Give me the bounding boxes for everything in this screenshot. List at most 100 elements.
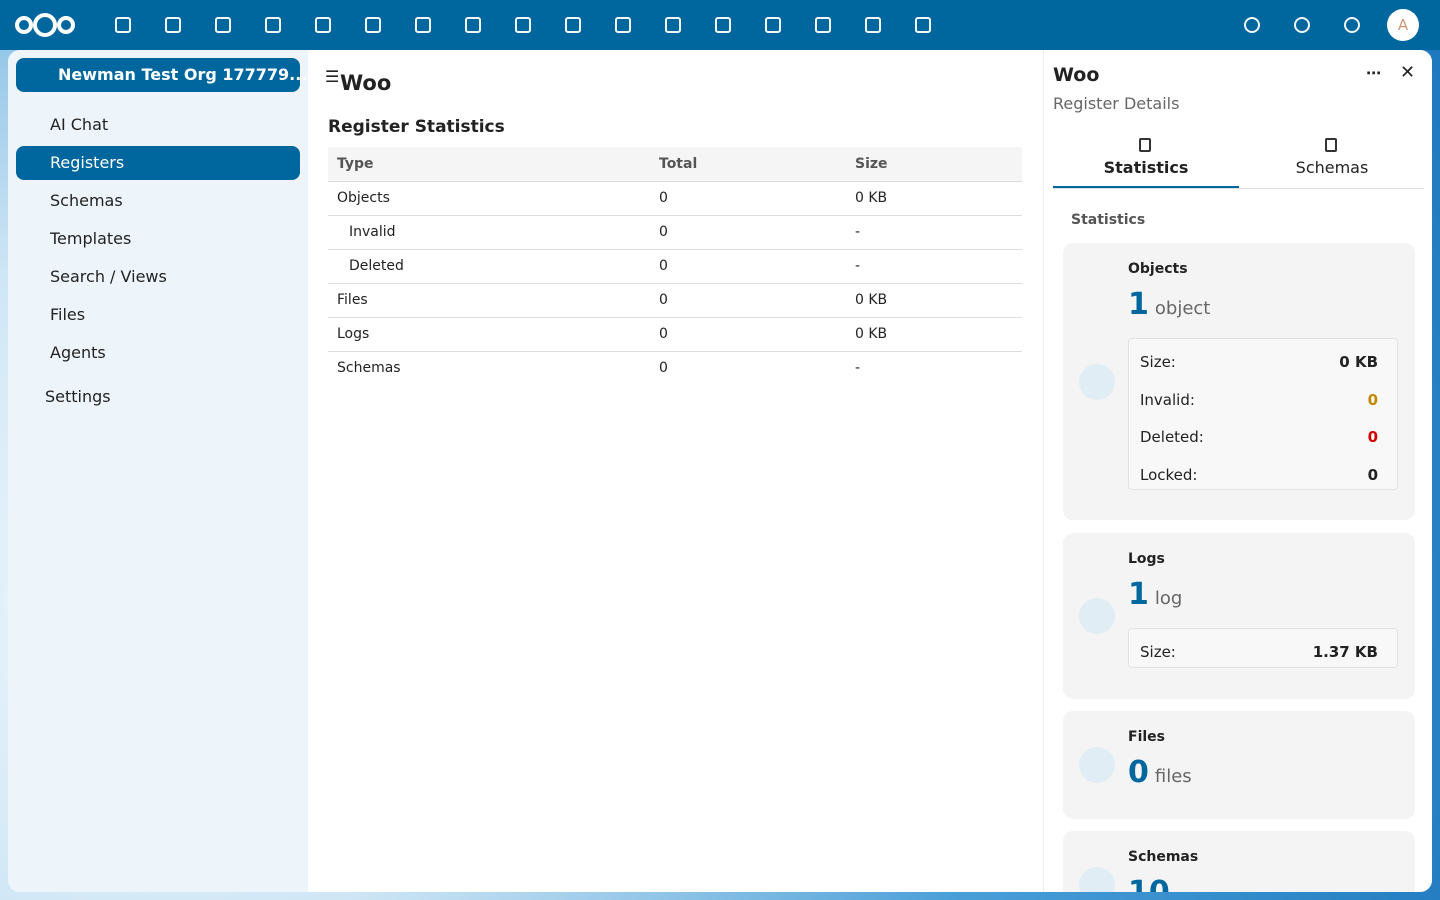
app-icon[interactable] [865,17,881,33]
more[interactable]: ⋯ [1366,64,1381,82]
tab-icon [1139,138,1151,152]
nav-item[interactable]: AI Chat [50,115,109,134]
table-row: Files 0 0 KB [328,282,1022,317]
panel-subtitle: Register Details [1053,94,1180,113]
detail-label: Size: [1140,643,1176,661]
tab[interactable]: Statistics [1103,158,1189,177]
organisation-button[interactable]: Newman Test Org 177779... [16,58,307,92]
column-header: Total [650,147,846,181]
card-count: 1 object [1128,287,1210,322]
app-icon[interactable] [515,17,531,33]
cell: Files [328,282,650,317]
app-icon[interactable] [915,17,931,33]
cell: - [846,214,1022,249]
table-row: Schemas 0- [328,350,1022,385]
count: 10 [1128,875,1170,892]
cell: 0 [650,180,846,215]
detail-row: Locked: 0 [1129,452,1397,490]
nav-item[interactable]: Templates [50,229,132,248]
count: 1 [1128,287,1149,322]
avatar[interactable]: A [1387,9,1419,41]
detail-value: 0 KB [1339,353,1378,371]
app-icon[interactable] [615,17,631,33]
detail-label: Deleted: [1140,428,1204,446]
detail-row: Invalid: 0 [1129,377,1397,415]
app-icon[interactable] [315,17,331,33]
app-icon[interactable] [365,17,381,33]
cell: 0 [650,248,846,283]
detail-row: Deleted: 0 [1129,414,1397,452]
panel-section: Statistics [1071,212,1146,228]
settings[interactable]: Settings [45,387,111,406]
detail-label: Size: [1140,353,1176,371]
app-icon[interactable] [815,17,831,33]
app-icon[interactable] [565,17,581,33]
toggle[interactable]: ☰ [325,67,340,86]
count: 0 [1128,755,1149,790]
header-icon[interactable] [1294,17,1310,33]
nav-item[interactable]: Agents [50,343,106,362]
content: Newman Test Org 177779... AI Chat Registe… [8,50,1432,892]
cell: 0 [650,350,846,385]
header-icon[interactable] [1344,17,1360,33]
section-title: Register Statistics [328,117,505,137]
card-title: Logs [1128,551,1165,567]
sidebar: Newman Test Org 177779... AI Chat Registe… [8,50,308,892]
close[interactable]: ✕ [1400,62,1416,83]
nav-item[interactable]: Registers [16,146,300,180]
logo[interactable] [13,10,77,40]
detail-label: Locked: [1140,465,1198,484]
column-header: Type [328,147,650,181]
app-icon[interactable] [715,17,731,33]
app-icon[interactable] [415,17,431,33]
unit: log [1154,588,1183,609]
cell: - [846,248,1022,283]
card-title: Files [1128,729,1165,745]
nav-item[interactable]: Files [50,305,86,324]
cell: 0 [650,282,846,317]
cell: Invalid [328,214,650,249]
detail-row: Size: 0 KB [1129,339,1397,377]
card-count: 1 log [1128,577,1182,612]
cell: 0 [650,214,846,249]
card-icon [1079,364,1115,400]
tab[interactable]: Schemas [1295,158,1369,177]
unit: object [1154,298,1211,319]
app-icon[interactable] [665,17,681,33]
stat-card: Files 0 files [1063,711,1415,819]
cell: Objects [328,180,650,215]
panel-title: Woo [1053,64,1100,86]
card-title: Schemas [1128,849,1199,865]
detail-value: 0 [1367,390,1378,409]
card-count: 0 files [1128,755,1192,790]
cell: - [846,350,1022,385]
detail-row: Size: 1.37 KB [1129,629,1397,667]
details-panel: Woo Register Details ⋯ ✕ Statistics Schem… [1043,50,1432,892]
app-icon[interactable] [165,17,181,33]
card-count: 10 [1128,875,1170,892]
table-row: Invalid 0- [328,214,1022,249]
detail-value: 0 [1367,428,1378,446]
cell: Logs [328,316,650,351]
app-icon[interactable] [765,17,781,33]
tab-indicator [1053,186,1239,189]
count: 1 [1128,577,1149,612]
cell: Schemas [328,350,650,385]
cell: 0 KB [846,316,1022,351]
cell: 0 KB [846,282,1022,317]
card-icon [1079,598,1115,634]
app-icon[interactable] [465,17,481,33]
top-bar: A [0,0,1440,50]
nav-item[interactable]: Search / Views [50,267,167,286]
card-icon [1079,867,1115,892]
app-icon[interactable] [215,17,231,33]
app-icon[interactable] [265,17,281,33]
table-row: Deleted 0- [328,248,1022,283]
nav-item[interactable]: Schemas [50,191,123,210]
cell: Deleted [328,248,650,283]
header-icon[interactable] [1244,17,1260,33]
app-icon[interactable] [115,17,131,33]
stat-card: Schemas 10 [1063,831,1415,892]
